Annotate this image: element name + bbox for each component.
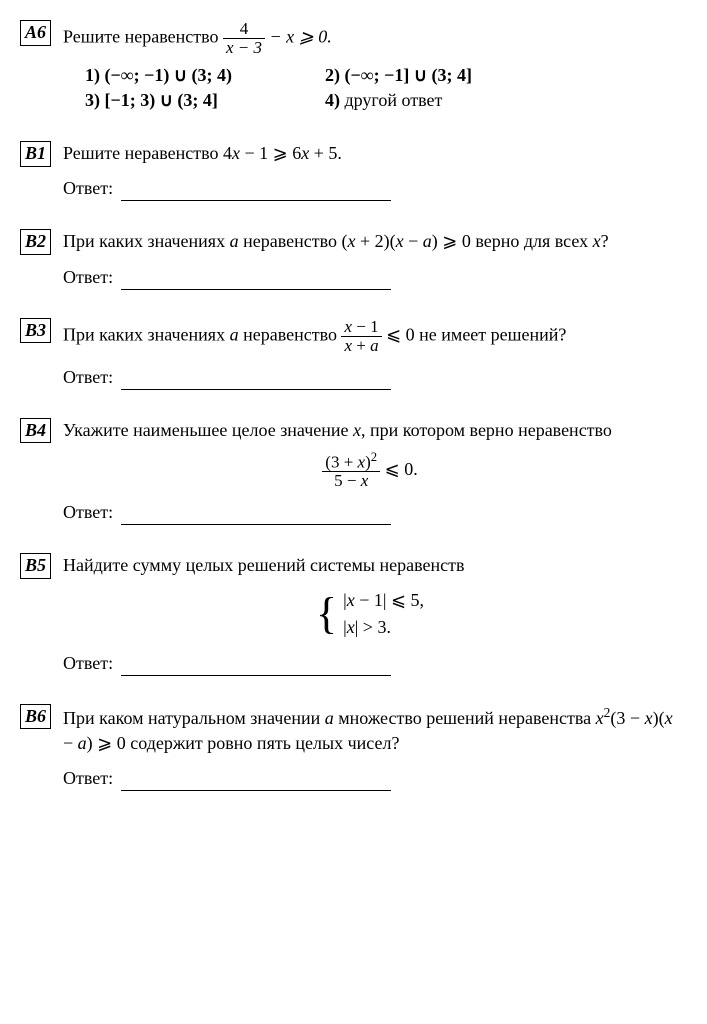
brace-icon: { — [316, 594, 337, 634]
answer-line: Ответ: — [63, 176, 677, 201]
system-line-2: |x| > 3. — [343, 614, 424, 641]
problem-content: Решите неравенство 4x − 1 ⩾ 6x + 5. Отве… — [63, 141, 677, 201]
problem-label: B2 — [20, 229, 51, 255]
denominator: x + a — [341, 337, 381, 355]
problem-label: A6 — [20, 20, 51, 46]
prompt: Решите неравенство 4 x − 3 − x ⩾ 0. — [63, 20, 677, 57]
problem-label: B3 — [20, 318, 51, 344]
option-4: 4) другой ответ — [325, 88, 565, 113]
answer-label: Ответ: — [63, 265, 113, 290]
system: { |x − 1| ⩽ 5, |x| > 3. — [316, 587, 424, 641]
system-line-1: |x − 1| ⩽ 5, — [343, 587, 424, 614]
problem-label: B6 — [20, 704, 51, 730]
numerator: x − 1 — [341, 318, 381, 337]
prompt: Решите неравенство 4x − 1 ⩾ 6x + 5. — [63, 141, 677, 166]
answer-line: Ответ: — [63, 766, 677, 791]
denominator: 5 − x — [322, 472, 380, 490]
prompt: Найдите сумму целых решений системы нера… — [63, 553, 677, 578]
answer-blank[interactable] — [121, 181, 391, 202]
denominator: x − 3 — [223, 39, 265, 57]
prompt: При каких значениях a неравенство x − 1 … — [63, 318, 677, 355]
problem-b5: B5 Найдите сумму целых решений системы н… — [20, 553, 677, 675]
problem-label: B4 — [20, 418, 51, 444]
answer-blank[interactable] — [121, 655, 391, 676]
text: Решите неравенство — [63, 26, 223, 46]
prompt: При каких значениях a неравенство (x + 2… — [63, 229, 677, 254]
problem-a6: A6 Решите неравенство 4 x − 3 − x ⩾ 0. 1… — [20, 20, 677, 113]
answer-label: Ответ: — [63, 651, 113, 676]
answer-blank[interactable] — [121, 505, 391, 526]
answer-line: Ответ: — [63, 500, 677, 525]
option-1: 1) (−∞; −1) ∪ (3; 4) — [85, 63, 325, 88]
numerator: (3 + x)2 — [322, 451, 380, 473]
problem-b4: B4 Укажите наименьшее целое значение x, … — [20, 418, 677, 526]
text: Решите неравенство 4 — [63, 143, 232, 163]
text: − x ⩾ 0. — [270, 26, 332, 46]
problem-content: При каком натуральном значении a множест… — [63, 704, 677, 792]
problem-content: Найдите сумму целых решений системы нера… — [63, 553, 677, 675]
problem-content: При каких значениях a неравенство (x + 2… — [63, 229, 677, 289]
problem-b2: B2 При каких значениях a неравенство (x … — [20, 229, 677, 289]
problem-b1: B1 Решите неравенство 4x − 1 ⩾ 6x + 5. О… — [20, 141, 677, 201]
answer-blank[interactable] — [121, 369, 391, 390]
answer-label: Ответ: — [63, 176, 113, 201]
answer-label: Ответ: — [63, 365, 113, 390]
answer-line: Ответ: — [63, 265, 677, 290]
answer-blank[interactable] — [121, 771, 391, 792]
display-math: (3 + x)2 5 − x ⩽ 0. — [63, 451, 677, 490]
problem-b3: B3 При каких значениях a неравенство x −… — [20, 318, 677, 390]
answer-line: Ответ: — [63, 365, 677, 390]
problem-label: B1 — [20, 141, 51, 167]
answer-label: Ответ: — [63, 766, 113, 791]
display-math: { |x − 1| ⩽ 5, |x| > 3. — [63, 587, 677, 641]
numerator: 4 — [223, 20, 265, 39]
prompt: Укажите наименьшее целое значение x, при… — [63, 418, 677, 443]
answer-label: Ответ: — [63, 500, 113, 525]
problem-b6: B6 При каком натуральном значении a множ… — [20, 704, 677, 792]
fraction: 4 x − 3 — [223, 20, 265, 57]
option-3: 3) [−1; 3) ∪ (3; 4] — [85, 88, 325, 113]
problem-content: Решите неравенство 4 x − 3 − x ⩾ 0. 1) (… — [63, 20, 677, 113]
answer-blank[interactable] — [121, 269, 391, 290]
fraction: (3 + x)2 5 − x — [322, 451, 380, 490]
problem-content: Укажите наименьшее целое значение x, при… — [63, 418, 677, 526]
prompt: При каком натуральном значении a множест… — [63, 704, 677, 756]
problem-label: B5 — [20, 553, 51, 579]
answer-line: Ответ: — [63, 651, 677, 676]
problem-content: При каких значениях a неравенство x − 1 … — [63, 318, 677, 390]
option-2: 2) (−∞; −1] ∪ (3; 4] — [325, 63, 565, 88]
fraction: x − 1 x + a — [341, 318, 381, 355]
options: 1) (−∞; −1) ∪ (3; 4) 2) (−∞; −1] ∪ (3; 4… — [85, 63, 677, 113]
